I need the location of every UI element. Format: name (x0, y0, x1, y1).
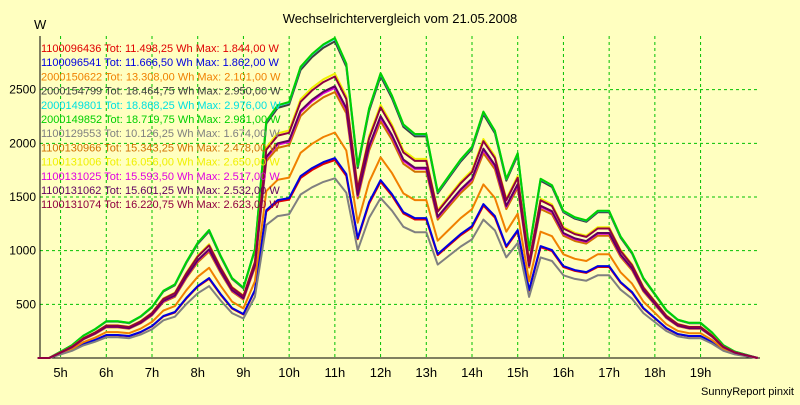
x-tick-label: 19h (690, 365, 712, 380)
x-tick-label: 8h (190, 365, 204, 380)
legend-entry: 2000154799 Tot: 18.464,75 Wh Max: 2.950,… (41, 86, 281, 98)
legend-entry: 2000150622 Tot: 13.308,00 Wh Max: 2.101,… (41, 71, 281, 83)
legend-entry: 2000149852 Tot: 18.719,75 Wh Max: 2.981,… (41, 114, 281, 126)
y-axis-label: W (34, 17, 47, 32)
x-tick-label: 17h (598, 365, 620, 380)
x-tick-label: 15h (507, 365, 529, 380)
y-tick-label: 2500 (9, 83, 36, 97)
legend-entry: 1100131074 Tot: 16.220,75 Wh Max: 2.623,… (41, 199, 280, 211)
y-tick-label: 1000 (9, 244, 36, 258)
x-tick-label: 6h (99, 365, 113, 380)
legend: 1100096436 Tot: 11.498,25 Wh Max: 1.844,… (41, 43, 281, 211)
legend-entry: 1100131006 Tot: 16.056,00 Wh Max: 2.650,… (41, 157, 280, 169)
legend-entry: 1100129553 Tot: 10.126,25 Wh Max: 1.674,… (41, 128, 280, 140)
footer-credit: SunnyReport pinxit (701, 386, 794, 398)
x-tick-label: 14h (461, 365, 483, 380)
x-tick-label: 10h (278, 365, 300, 380)
y-tick-label: 500 (16, 297, 36, 311)
series-line-1100129553 (37, 177, 758, 359)
x-tick-label: 5h (53, 365, 67, 380)
x-tick-label: 7h (145, 365, 159, 380)
legend-entry: 1100096541 Tot: 11.666,50 Wh Max: 1.862,… (41, 57, 280, 69)
series-line-1100131062 (37, 85, 758, 359)
legend-entry: 2000149801 Tot: 18.868,25 Wh Max: 2.976,… (41, 100, 281, 112)
chart-title: Wechselrichtervergleich vom 21.05.2008 (283, 11, 518, 26)
y-tick-label: 1500 (9, 190, 36, 204)
legend-entry: 1100096436 Tot: 11.498,25 Wh Max: 1.844,… (41, 43, 280, 55)
y-tick-label: 2000 (9, 136, 36, 150)
legend-entry: 1100131025 Tot: 15.593,50 Wh Max: 2.517,… (41, 171, 280, 183)
x-tick-label: 16h (553, 365, 575, 380)
series-line-2000149852 (37, 37, 758, 359)
series-line-1100096541 (37, 157, 758, 359)
series-lines (37, 37, 758, 359)
series-line-2000150622 (37, 131, 758, 359)
x-tick-label: 12h (370, 365, 392, 380)
x-tick-label: 11h (324, 365, 345, 380)
axes: 500 1000 1500 2000 2500 5h 6h 7h 8h 9h 10h 11h 12h 13… (9, 36, 760, 380)
legend-entry: 1100130966 Tot: 15.343,25 Wh Max: 2.478,… (41, 142, 280, 154)
x-tick-label: 13h (415, 365, 437, 380)
x-tick-label: 18h (644, 365, 666, 380)
x-tick-label: 9h (236, 365, 250, 380)
legend-entry: 1100131062 Tot: 15.601,25 Wh Max: 2.532,… (41, 185, 280, 197)
series-line-1100131074 (37, 75, 758, 359)
